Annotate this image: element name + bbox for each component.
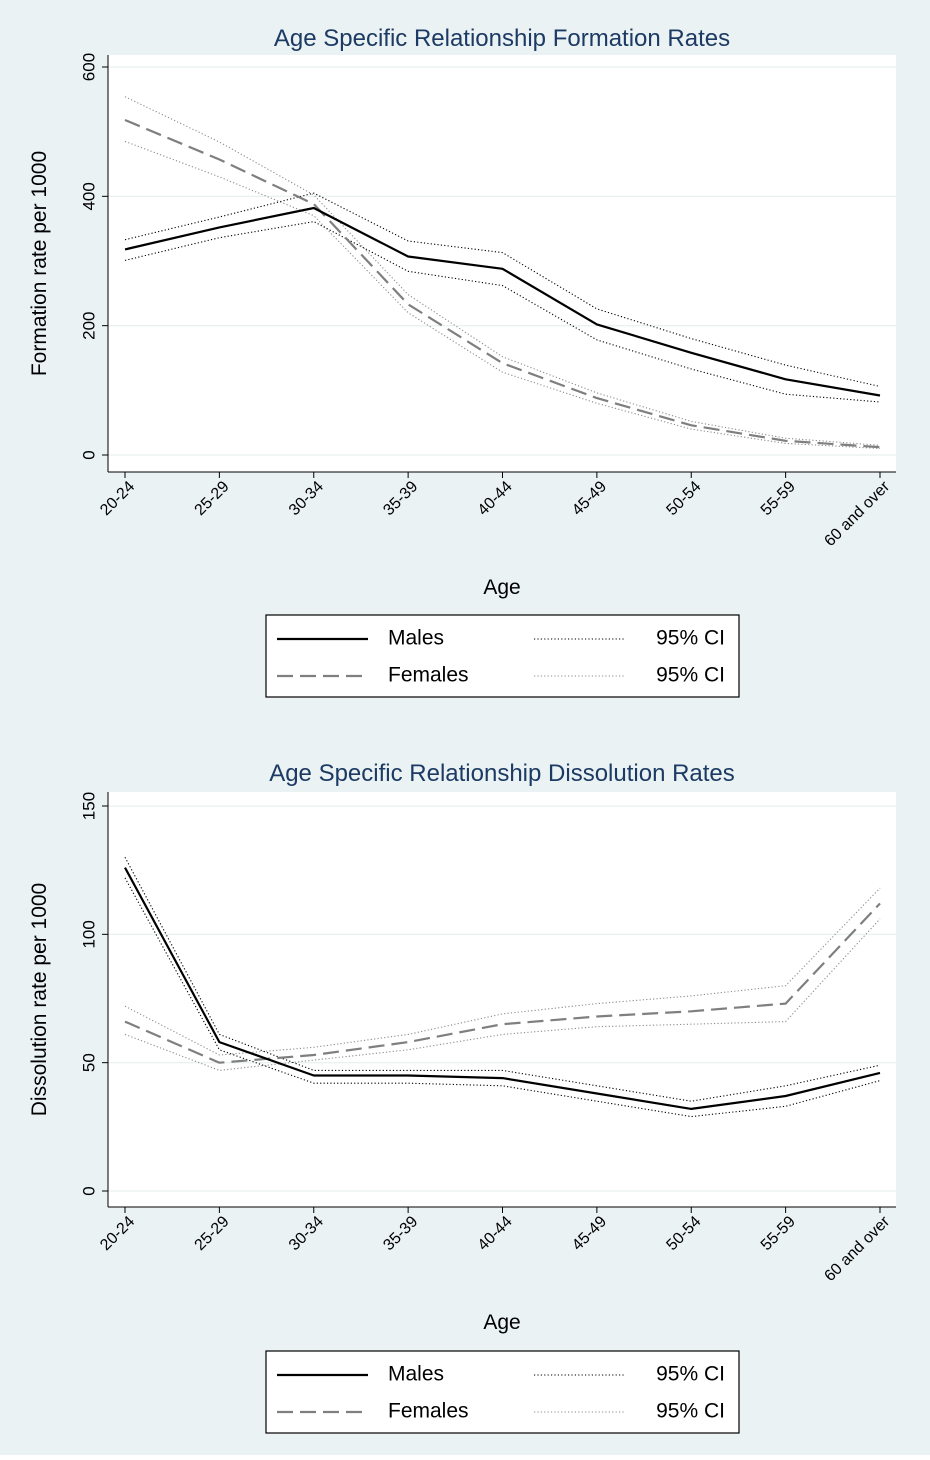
males-ci-upper <box>124 857 881 1102</box>
legend-box <box>265 614 740 698</box>
males-line <box>124 206 881 397</box>
legend-label: 95% CI <box>656 1363 725 1386</box>
y-axis-title: Dissolution rate per 1000 <box>28 883 51 1116</box>
y-tick-label: 200 <box>79 311 98 339</box>
x-axis-title: Age <box>483 576 520 599</box>
legend-label: Females <box>388 664 469 687</box>
females-line <box>124 118 881 449</box>
legend-label: Females <box>388 1400 469 1423</box>
y-tick-label: 400 <box>79 182 98 210</box>
males-ci-upper <box>124 192 881 388</box>
y-axis-title: Formation rate per 1000 <box>28 151 51 376</box>
legend: Males 95% CI Females 95% CI <box>265 614 740 698</box>
y-tick-label: 100 <box>79 920 98 948</box>
y-tick-label: 150 <box>79 792 98 820</box>
females-ci-upper <box>124 96 881 446</box>
y-tick-label: 600 <box>79 53 98 81</box>
y-tick-label: 0 <box>79 1186 98 1195</box>
legend-label: Males <box>388 627 444 650</box>
plot-area <box>108 792 896 1207</box>
females-ci-lower <box>124 140 881 450</box>
chart-title: Age Specific Relationship Dissolution Ra… <box>269 760 735 787</box>
x-axis-title: Age <box>483 1311 520 1334</box>
males-ci-lower <box>124 221 881 403</box>
legend-label: 95% CI <box>656 627 725 650</box>
y-tick-label: 50 <box>79 1053 98 1072</box>
y-tick-label: 0 <box>79 450 98 459</box>
plot-area <box>108 55 896 472</box>
legend-box <box>265 1350 740 1434</box>
females-ci-lower <box>124 918 881 1071</box>
males-line <box>124 867 881 1111</box>
legend-label: 95% CI <box>656 1400 725 1423</box>
chart-title: Age Specific Relationship Formation Rate… <box>274 25 730 52</box>
legend-label: 95% CI <box>656 664 725 687</box>
legend: Males 95% CI Females 95% CI <box>265 1350 740 1434</box>
legend-label: Males <box>388 1363 444 1386</box>
